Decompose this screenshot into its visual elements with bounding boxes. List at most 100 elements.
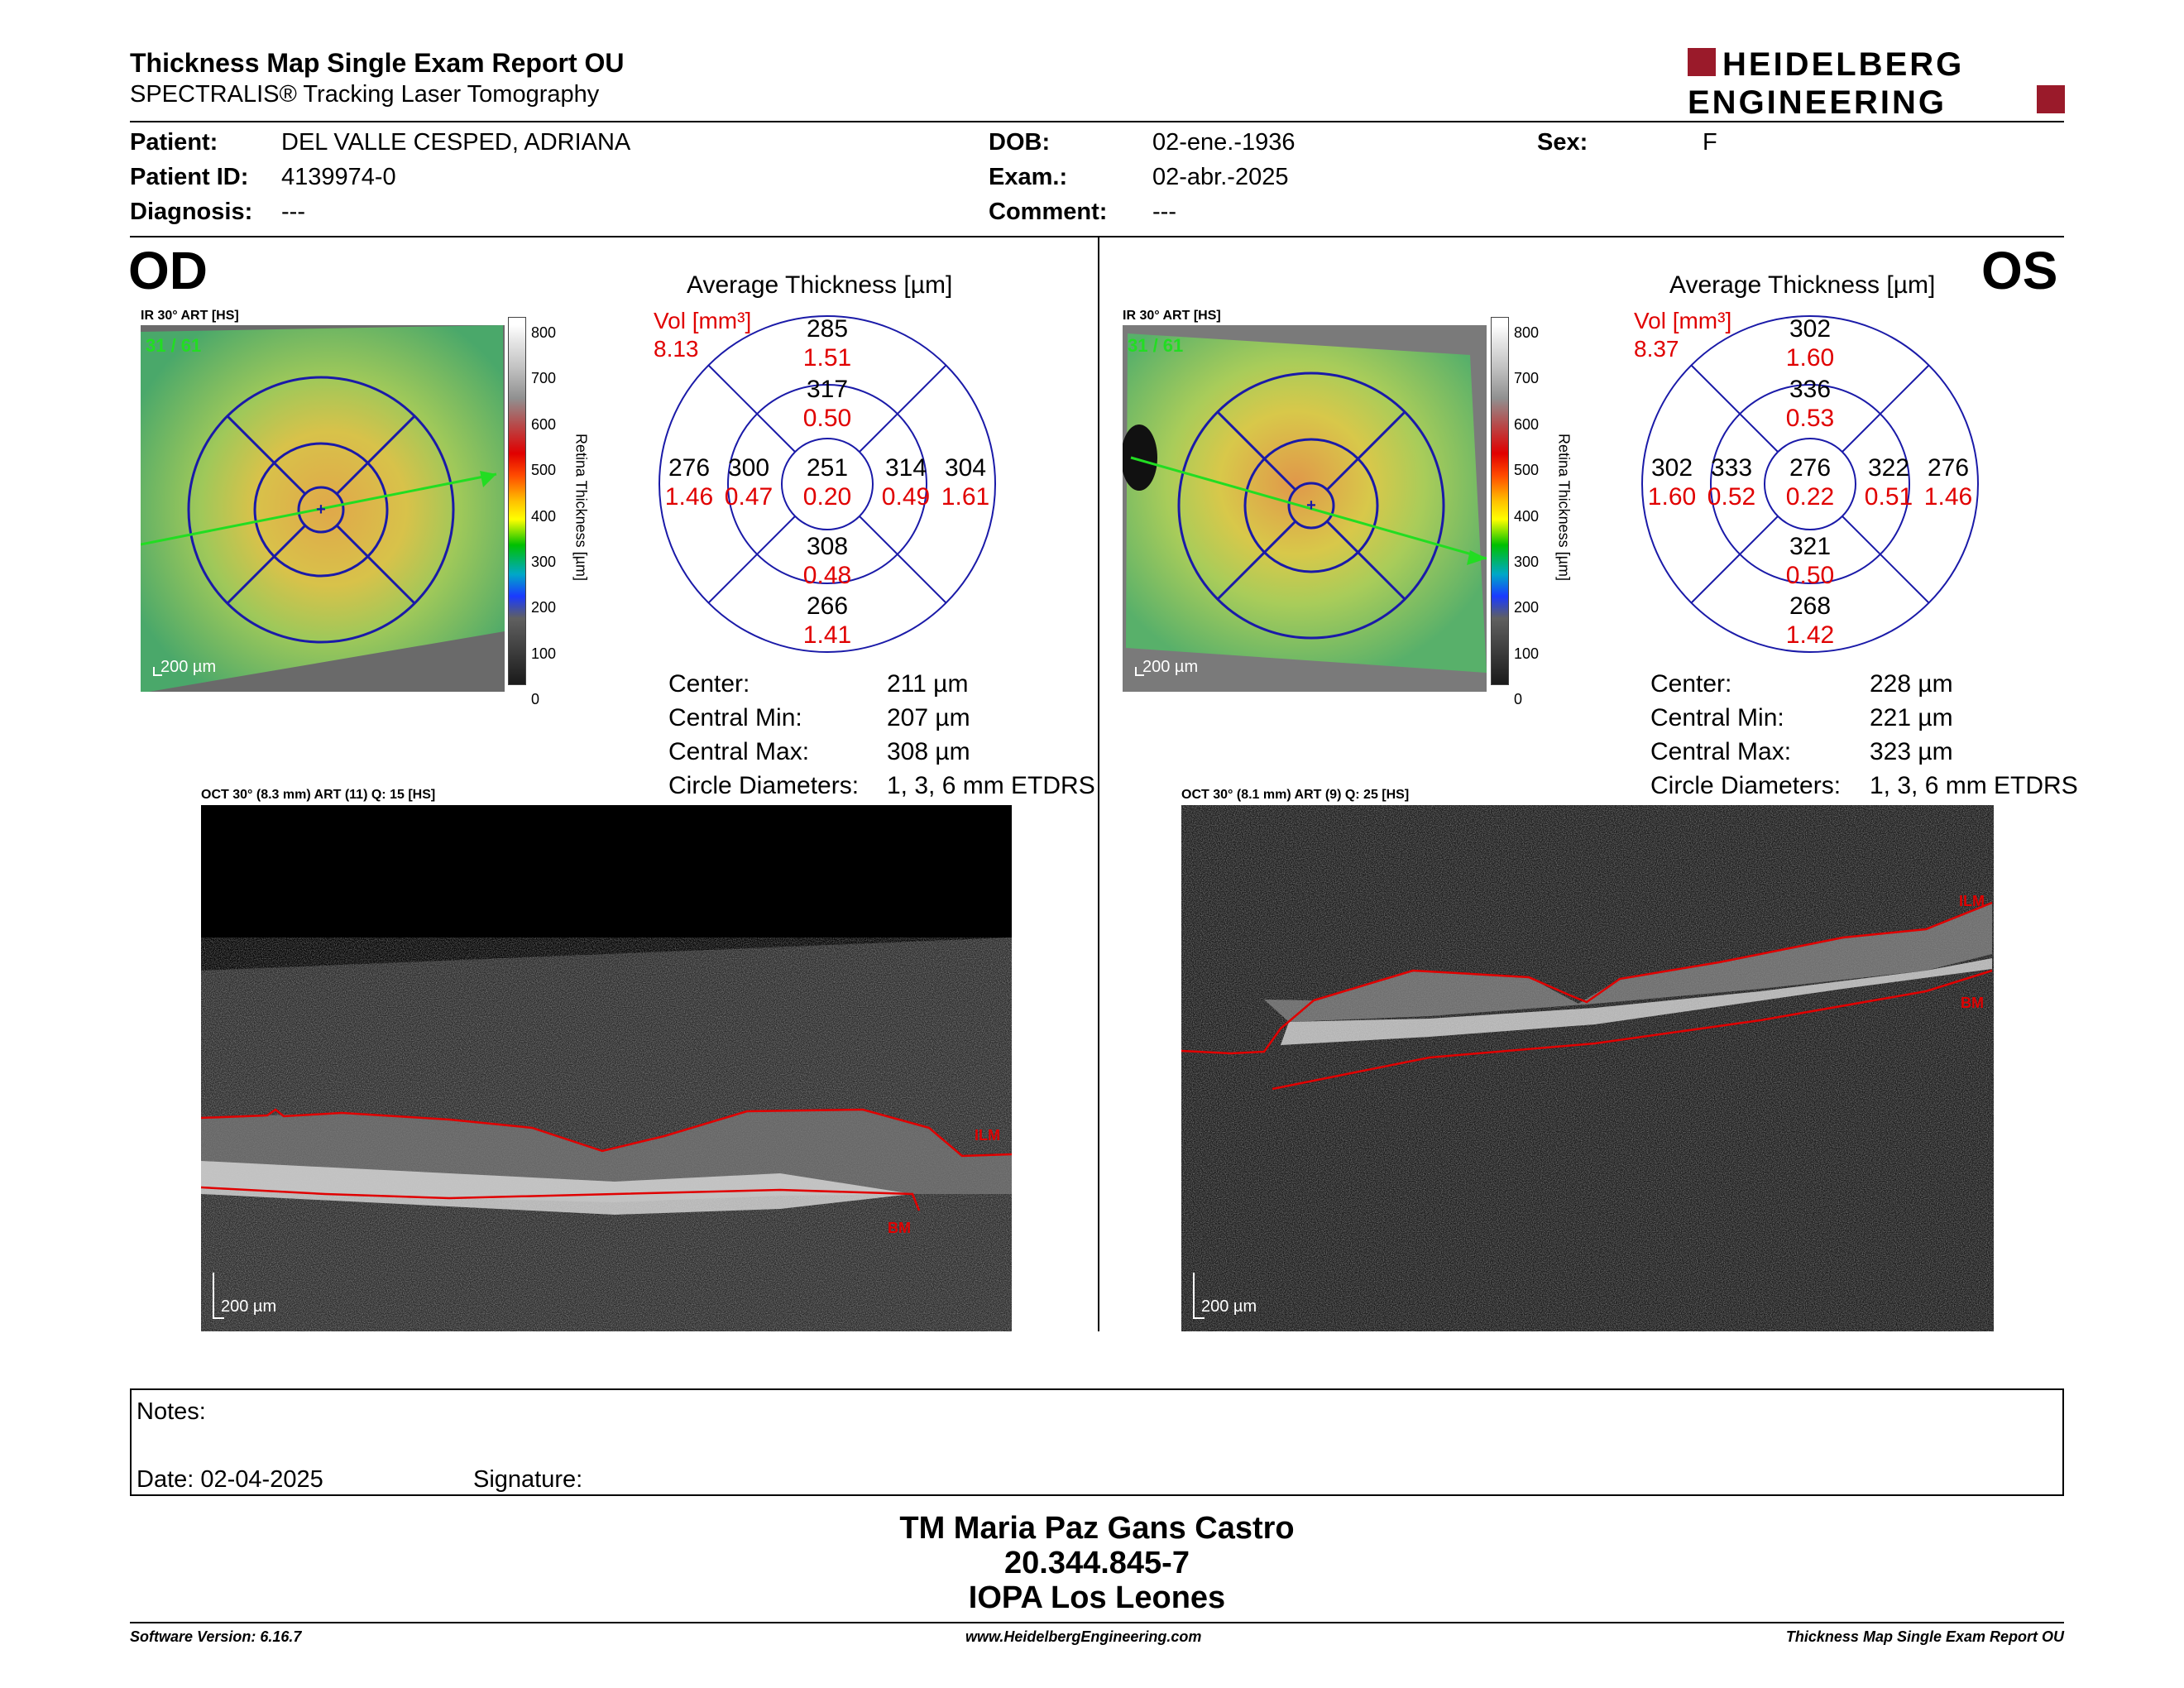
patient-id-label: Patient ID: [130,164,249,190]
od-thickness-map: + 31 / 61 200 µm [140,325,505,692]
od-inner-inf-v: 0.48 [803,562,851,589]
os-oct-scan: ILM BM 200 µm [1181,805,1994,1331]
os-bm-label: BM [1961,995,1984,1011]
signature-label: Signature: [473,1466,583,1493]
od-inner-tmp-v: 0.47 [725,483,773,511]
diagnosis-value: --- [281,199,305,225]
os-max-value: 323 µm [1870,738,1953,765]
os-inner-nas-v: 0.52 [1707,483,1755,511]
os-label: OS [1981,241,2058,300]
od-circ-value: 1, 3, 6 mm ETDRS [887,772,1095,799]
os-ir-count: 31 / 61 [1128,335,1183,356]
od-center-t: 251 [807,454,848,482]
os-tick: 600 [1514,415,1540,433]
od-colorbar: 800 700 600 500 400 300 200 100 0 Retina… [506,317,614,707]
os-min-value: 221 µm [1870,704,1953,731]
od-vol-label: Vol [mm³] [654,308,752,333]
os-colorbar-title: Retina Thickness [µm] [1555,433,1573,582]
os-tick: 800 [1514,324,1540,341]
software-version: Software Version: 6.16.7 [130,1628,302,1645]
os-inner-inf-t: 321 [1789,533,1831,560]
os-vol-value: 8.37 [1634,336,1679,362]
od-min-label: Central Min: [668,704,802,731]
info-divider [130,236,2064,237]
patient-id-value: 4139974-0 [281,164,396,190]
os-ir-label: IR 30° ART [HS] [1123,309,1221,323]
od-tick: 800 [531,324,557,341]
od-bm-label: BM [888,1220,911,1236]
os-inner-sup-t: 336 [1789,376,1831,403]
od-ilm-label: ILM [975,1127,1000,1144]
od-colorbar-ticks: 800 700 600 500 400 300 200 100 0 [531,310,556,723]
od-tick: 100 [531,645,557,662]
os-center-v: 0.22 [1786,483,1834,511]
os-etdrs-grid: 302 1.60 336 0.53 276 0.22 333 0.52 322 … [1636,310,1984,658]
exam-value: 02-abr.-2025 [1152,164,1289,190]
report-title: Thickness Map Single Exam Report OU [130,48,625,78]
diagnosis-label: Diagnosis: [130,199,253,225]
os-inner-nas-t: 333 [1711,454,1752,482]
os-avg-title: Average Thickness [µm] [1669,271,1936,299]
signer-place: IOPA Los Leones [968,1580,1226,1615]
od-outer-sup-v: 1.51 [803,344,851,372]
od-tick: 700 [531,370,557,387]
os-min-label: Central Min: [1650,704,1784,731]
od-outer-tmp-t: 276 [668,454,710,482]
od-outer-sup-t: 285 [807,315,848,343]
od-outer-tmp-v: 1.46 [665,483,713,511]
od-inner-nas-v: 0.49 [882,483,930,511]
od-etdrs-grid: 285 1.51 317 0.50 251 0.20 300 0.47 314 … [654,310,1001,658]
os-center-value: 228 µm [1870,670,1953,698]
os-tick: 0 [1514,691,1523,708]
od-ir-scale: 200 µm [160,658,216,676]
od-inner-tmp-t: 300 [728,454,769,482]
sex-label: Sex: [1537,129,1588,156]
eye-divider [1098,237,1099,1331]
sex-value: F [1703,129,1717,156]
os-inner-tmp-v: 0.51 [1865,483,1913,511]
os-outer-tmp-t: 276 [1928,454,1969,482]
os-colorbar-ticks: 800 700 600 500 400 300 200 100 0 [1514,310,1539,723]
od-inner-inf-t: 308 [807,533,848,560]
os-center-t: 276 [1789,454,1831,482]
os-tick: 500 [1514,462,1540,479]
os-max-label: Central Max: [1650,738,1792,765]
os-thickness-map: + 31 / 61 200 µm [1121,325,1487,692]
od-tick: 400 [531,507,557,525]
od-center-v: 0.20 [803,483,851,511]
od-inner-sup-t: 317 [807,376,848,403]
od-min-value: 207 µm [887,704,970,731]
footer-divider [130,1622,2064,1623]
od-outer-inf-t: 266 [807,592,848,620]
od-tick: 300 [531,554,557,571]
os-outer-sup-v: 1.60 [1786,344,1834,372]
signer-id: 20.344.845-7 [1004,1546,1190,1580]
od-ir-count: 31 / 61 [146,335,201,356]
od-oct-label: OCT 30° (8.3 mm) ART (11) Q: 15 [HS] [201,788,436,802]
od-inner-sup-v: 0.50 [803,405,851,432]
report-subtitle: SPECTRALIS® Tracking Laser Tomography [130,81,600,108]
od-tick: 500 [531,462,557,479]
od-tick: 0 [531,691,540,708]
dob-label: DOB: [989,129,1051,156]
os-ilm-label: ILM [1959,893,1985,909]
website-link[interactable]: www.HeidelbergEngineering.com [965,1628,1202,1645]
os-outer-tmp-v: 1.46 [1924,483,1972,511]
os-tick: 100 [1514,645,1540,662]
signer-name: TM Maria Paz Gans Castro [899,1511,1295,1546]
comment-value: --- [1152,199,1176,225]
os-outer-sup-t: 302 [1789,315,1831,343]
dob-value: 02-ene.-1936 [1152,129,1296,156]
od-center-value: 211 µm [887,670,969,698]
os-center-label: Center: [1650,670,1732,698]
os-tick: 200 [1514,599,1540,616]
os-outer-nas-v: 1.60 [1648,483,1696,511]
os-oct-label: OCT 30° (8.1 mm) ART (9) Q: 25 [HS] [1181,788,1410,802]
od-avg-title: Average Thickness [µm] [687,271,953,299]
od-outer-inf-v: 1.41 [803,621,851,649]
od-colorbar-title: Retina Thickness [µm] [572,433,590,582]
header-divider [130,121,2064,122]
os-tick: 400 [1514,507,1540,525]
od-max-label: Central Max: [668,738,810,765]
exam-label: Exam.: [989,164,1068,190]
